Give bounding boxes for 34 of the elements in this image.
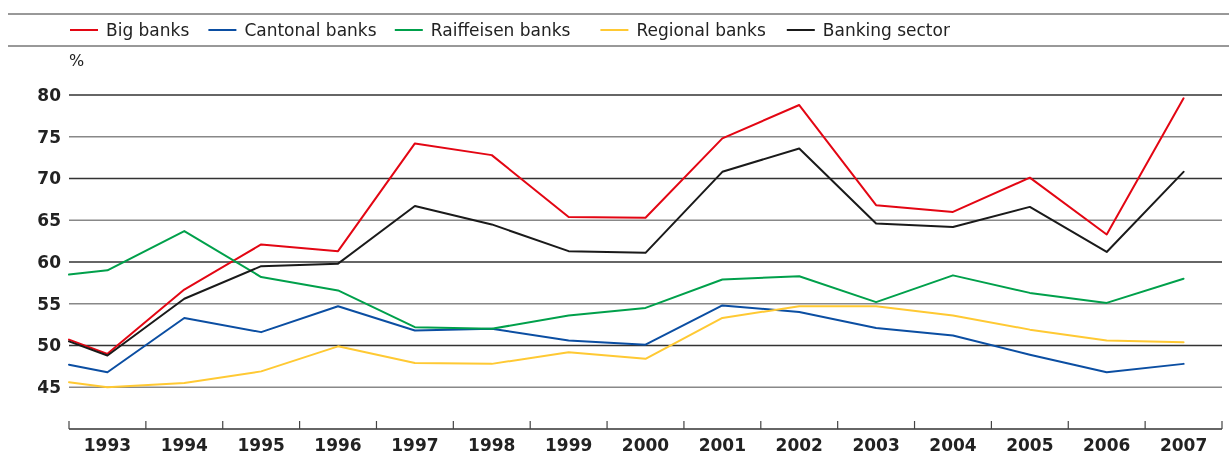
- y-tick-label: 70: [37, 168, 62, 189]
- x-tick-label: 1994: [160, 435, 209, 455]
- x-tick-label: 2001: [698, 435, 747, 455]
- line-series: [68, 97, 1185, 355]
- y-tick-label: 80: [37, 84, 62, 105]
- legend-label: Raiffeisen banks: [430, 20, 571, 40]
- x-tick-label: 2007: [1159, 435, 1208, 455]
- x-tick-label: 1999: [544, 435, 593, 455]
- x-tick-label: 1998: [468, 435, 516, 455]
- legend-label: Regional banks: [636, 20, 766, 40]
- y-tick-label: 45: [37, 377, 61, 398]
- x-tick-label: 2005: [1006, 435, 1054, 455]
- x-tick-label: 2000: [621, 435, 670, 455]
- x-tick-label: 2003: [852, 435, 900, 455]
- x-tick-label: 1995: [237, 435, 285, 455]
- y-tick-label: 75: [37, 126, 61, 147]
- y-tick-label: 55: [37, 293, 61, 314]
- y-tick-label: 65: [37, 210, 61, 231]
- y-tick-label: 60: [37, 251, 62, 272]
- line-series: [68, 304, 1185, 374]
- legend-label: Banking sector: [822, 20, 950, 40]
- x-tick-label: 2004: [929, 435, 977, 455]
- line-series: [68, 305, 1185, 389]
- y-tick-label: 50: [37, 335, 62, 356]
- y-axis-title: %: [69, 51, 85, 70]
- legend-label: Cantonal banks: [244, 20, 377, 40]
- x-tick-label: 2002: [775, 435, 823, 455]
- x-tick-label: 1993: [83, 435, 132, 455]
- x-tick-label: 2006: [1083, 435, 1131, 455]
- x-tick-label: 1997: [391, 435, 439, 455]
- line-series: [68, 147, 1185, 357]
- x-tick-label: 1996: [314, 435, 362, 455]
- legend-label: Big banks: [106, 20, 190, 40]
- line-series: [68, 230, 1185, 330]
